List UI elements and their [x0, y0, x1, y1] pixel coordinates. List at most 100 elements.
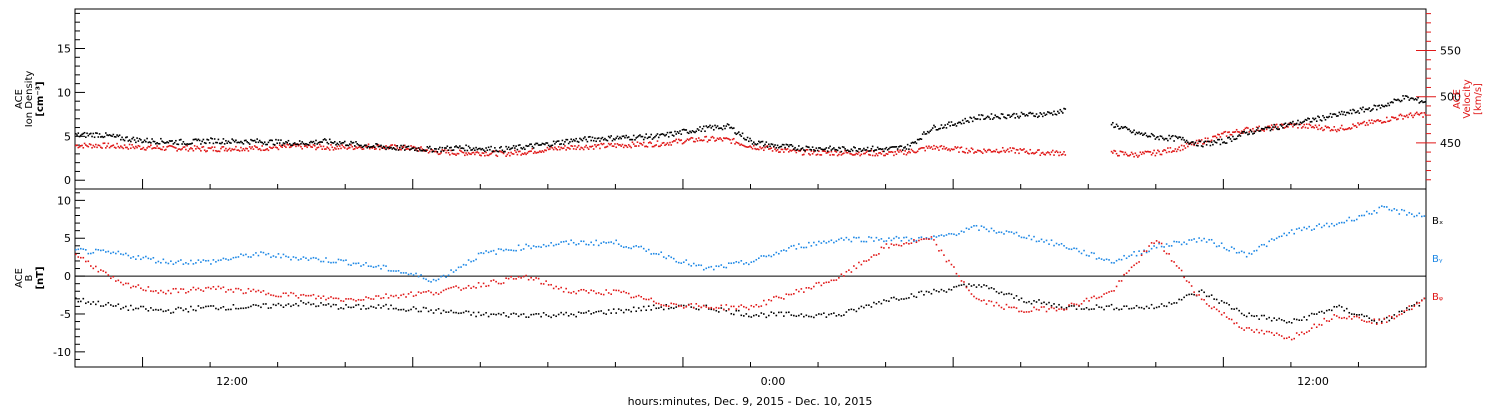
velocity-tick-label: 550 [1440, 45, 1461, 58]
bx-point [1408, 308, 1411, 311]
bz-point [1153, 242, 1155, 245]
bx-point [823, 312, 825, 314]
density-point [318, 141, 321, 143]
velocity-point [1152, 152, 1154, 154]
velocity-point [454, 153, 456, 155]
by-point [1220, 242, 1223, 245]
density-point [1033, 115, 1035, 117]
velocity-point [556, 149, 559, 151]
density-point [383, 146, 386, 148]
bx-point [1345, 307, 1348, 310]
density-point [306, 143, 309, 146]
by-point [227, 259, 230, 261]
bx-point [200, 307, 202, 309]
density-point [1289, 121, 1292, 124]
by-point [1408, 211, 1411, 214]
bz-point [988, 300, 990, 302]
bz-point [575, 292, 577, 295]
by-point [262, 251, 265, 254]
bx-point [597, 310, 600, 313]
by-point [1308, 225, 1311, 228]
bx-point [315, 305, 317, 308]
velocity-point [1061, 153, 1064, 155]
density-point [595, 140, 597, 143]
velocity-point [351, 145, 354, 148]
bx-point [550, 316, 552, 319]
bx-point [990, 287, 993, 289]
by-point [530, 247, 532, 250]
bx-point [442, 309, 445, 312]
bz-point [562, 290, 565, 293]
velocity-point [742, 144, 745, 147]
bz-point [615, 289, 617, 292]
density-point [188, 143, 191, 145]
by-point [270, 256, 272, 259]
bx-point [440, 312, 442, 315]
density-point [120, 138, 122, 141]
velocity-point [1393, 117, 1396, 119]
velocity-point [434, 150, 436, 153]
velocity-point [1026, 152, 1029, 154]
bx-point [307, 301, 310, 304]
density-point [496, 150, 499, 153]
density-point [1173, 140, 1175, 142]
velocity-point [606, 145, 609, 148]
density-point [876, 146, 879, 149]
velocity-point [211, 146, 213, 148]
velocity-point [516, 153, 519, 156]
bx-point [1145, 305, 1148, 308]
velocity-point [1010, 149, 1013, 152]
by-point [803, 246, 805, 249]
by-point [948, 232, 950, 235]
bz-point [1098, 296, 1100, 299]
bx-point [572, 313, 575, 316]
velocity-point [790, 150, 793, 152]
velocity-point [677, 138, 680, 141]
bx-point [850, 308, 853, 311]
velocity-point [780, 148, 783, 151]
bz-point [302, 293, 305, 296]
velocity-point [431, 149, 434, 151]
velocity-point [644, 145, 646, 148]
density-point [627, 136, 630, 138]
by-point [670, 256, 673, 259]
by-point [427, 280, 430, 282]
velocity-point [1023, 148, 1025, 150]
bz-point [1145, 250, 1148, 252]
by-point [1365, 210, 1368, 213]
velocity-point [262, 149, 265, 152]
bx-point [385, 303, 387, 306]
by-point [172, 263, 175, 265]
by-point [195, 262, 197, 264]
density-point [1253, 132, 1255, 135]
by-point [702, 268, 705, 271]
velocity-point [1365, 122, 1368, 124]
velocity-point [1159, 153, 1162, 156]
bz-point [943, 254, 945, 256]
density-point [655, 134, 658, 137]
velocity-point [652, 145, 655, 148]
bx-point [1068, 305, 1070, 308]
bx-point [875, 302, 878, 305]
density-point [616, 135, 619, 138]
top-right-ylabel: ACE Velocity [km/s] [1452, 79, 1484, 118]
bx-point [1110, 303, 1113, 306]
by-point [435, 279, 437, 282]
density-point [711, 125, 714, 128]
bz-point [808, 287, 810, 289]
velocity-point [1202, 143, 1204, 145]
velocity-point [1357, 122, 1359, 124]
bx-point [1230, 308, 1233, 310]
by-point [1215, 245, 1218, 248]
bz-point [145, 289, 147, 292]
density-point [511, 147, 514, 149]
velocity-point [699, 139, 701, 142]
density-point [312, 140, 315, 143]
velocity-point [251, 146, 253, 148]
velocity-point [142, 146, 145, 149]
by-point [1165, 243, 1168, 245]
bx-point [775, 314, 778, 317]
density-point [1119, 127, 1122, 130]
velocity-point [928, 145, 930, 148]
by-point [933, 235, 935, 237]
